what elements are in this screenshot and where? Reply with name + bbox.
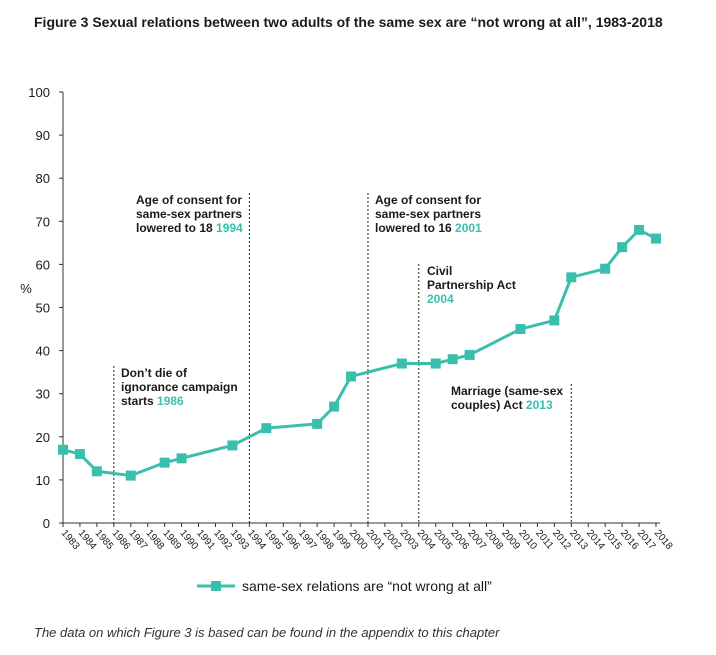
annotation-1986-line-3: starts [121, 394, 154, 408]
annotation-2004-year: 2004 [427, 292, 454, 306]
data-point [261, 423, 272, 434]
annotation-2004-line-1: Civil [427, 264, 453, 278]
annotation-1994-line-2: same-sex partners [136, 207, 243, 221]
data-point [125, 470, 136, 481]
annotation-2001-line-3: lowered to 16 [375, 221, 452, 235]
y-tick-label: 60 [36, 257, 50, 272]
annotation-2001: Age of consent for same-sex partners low… [375, 193, 482, 235]
annotation-1986-line-1: Don’t die of [121, 366, 187, 380]
series-line [62, 228, 657, 478]
data-point [617, 242, 628, 253]
data-point [91, 466, 102, 477]
y-tick-label: 0 [43, 516, 50, 531]
chart-title: Figure 3 Sexual relations between two ad… [34, 14, 663, 30]
data-point [430, 358, 441, 369]
annotation-1994: Age of consent for same-sex partners low… [136, 193, 243, 235]
annotation-2004-line-2: Partnership Act [427, 278, 516, 292]
legend-swatch-marker [211, 581, 221, 591]
annotation-1994-year: 1994 [216, 221, 243, 235]
data-point [312, 418, 323, 429]
y-tick-label: 100 [28, 85, 50, 100]
data-point [515, 324, 526, 335]
data-point [566, 272, 577, 283]
y-axis-label: % [20, 281, 32, 296]
y-tick-label: 70 [36, 214, 50, 229]
annotation-1986: Don’t die of ignorance campaign starts 1… [121, 366, 238, 408]
data-point [176, 453, 187, 464]
data-point [396, 358, 407, 369]
data-point [464, 349, 475, 360]
annotation-2004: Civil Partnership Act 2004 [427, 264, 516, 306]
annotation-2001-line-2: same-sex partners [375, 207, 482, 221]
y-tick-label: 90 [36, 128, 50, 143]
y-tick-label: 30 [36, 387, 50, 402]
data-point [549, 315, 560, 326]
data-point [227, 440, 238, 451]
data-point [58, 444, 68, 455]
data-point [346, 371, 357, 382]
annotation-2001-line-1: Age of consent for [375, 193, 482, 207]
annotation-2013-line-2: couples) Act [451, 398, 523, 412]
annotation-2013-year: 2013 [525, 398, 553, 412]
legend-label: same-sex relations are “not wrong at all… [242, 578, 492, 594]
annotation-1986-line-2: ignorance campaign [121, 380, 238, 394]
annotation-2001-year: 2001 [455, 221, 482, 235]
data-point [651, 233, 661, 244]
y-tick-label: 40 [36, 344, 50, 359]
annotation-1986-year: 1986 [157, 394, 184, 408]
x-tick-label: 2011 [533, 528, 556, 552]
footnote: The data on which Figure 3 is based can … [34, 625, 500, 640]
y-tick-label: 50 [36, 301, 50, 316]
data-point [159, 457, 170, 468]
data-point [447, 354, 458, 365]
annotation-1994-line-3: lowered to 18 [136, 221, 213, 235]
y-tick-label: 20 [36, 430, 50, 445]
y-tick-label: 80 [36, 171, 50, 186]
annotation-2013-line-1: Marriage (same-sex [451, 384, 564, 398]
annotation-1994-line-1: Age of consent for [136, 193, 243, 207]
x-tick-label: 2018 [652, 528, 675, 552]
data-point [634, 224, 645, 235]
data-point [329, 401, 340, 412]
y-tick-label: 10 [36, 473, 50, 488]
data-point [74, 449, 85, 460]
data-point [600, 263, 611, 274]
annotation-2013: Marriage (same-sex couples) Act 2013 [451, 384, 563, 412]
